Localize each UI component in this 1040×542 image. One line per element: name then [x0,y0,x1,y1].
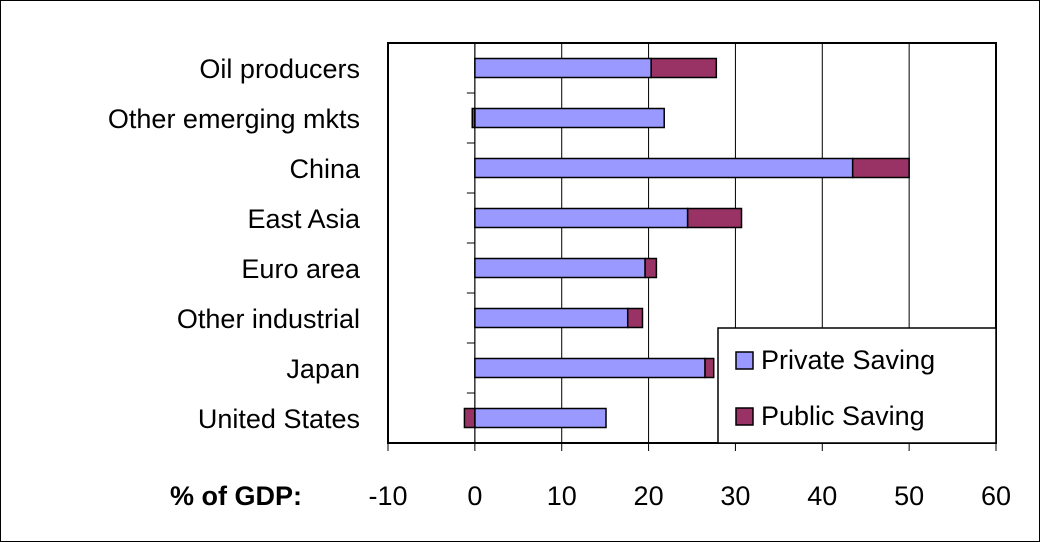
bar-private-1 [474,107,665,129]
legend-label: Public Saving [761,401,925,431]
bar-public-2 [851,157,910,179]
category-label: China [289,154,361,184]
x-tick-label: 60 [981,481,1011,511]
bar-private-7 [474,407,607,429]
category-label: Oil producers [199,54,360,84]
bar-private-0 [474,57,652,79]
legend: Private Saving Public Saving [717,327,997,444]
category-label: East Asia [247,204,361,234]
bar-public-4 [644,257,658,279]
category-label: Euro area [241,254,361,284]
bar-public-6 [704,357,715,379]
x-tick-label: 40 [807,481,837,511]
axes [387,42,997,451]
legend-swatch-0 [735,351,754,370]
legend-swatch-1 [735,407,754,426]
x-tick-label: 10 [547,481,577,511]
bar-private-5 [474,307,629,329]
bar-public-0 [650,57,718,79]
bar-private-6 [474,357,706,379]
x-axis-label: % of GDP: [170,481,302,511]
category-label: United States [198,404,360,434]
x-tick-label: 0 [467,481,482,511]
legend-box [717,327,997,444]
category-label: Other industrial [177,304,360,334]
bar-private-2 [474,157,854,179]
bar-public-3 [686,207,743,229]
category-label: Other emerging mkts [108,104,360,134]
x-tick-label: 30 [720,481,750,511]
bar-private-4 [474,257,646,279]
bar-public-7 [463,407,476,429]
x-tick-label: 20 [634,481,664,511]
legend-label: Private Saving [761,345,935,375]
plot-border [387,42,997,444]
x-tick-label: 50 [894,481,924,511]
bar-private-3 [474,207,689,229]
bar-public-5 [626,307,644,329]
x-tick-label: -10 [368,481,407,511]
labels: Oil producers Other emerging mkts China Eas… [108,54,1011,511]
category-label: Japan [286,354,360,384]
bars [463,57,910,429]
